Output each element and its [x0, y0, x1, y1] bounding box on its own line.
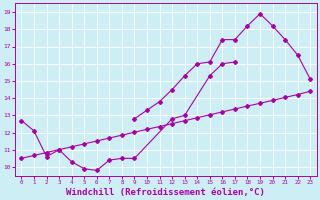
X-axis label: Windchill (Refroidissement éolien,°C): Windchill (Refroidissement éolien,°C) [66, 188, 265, 197]
